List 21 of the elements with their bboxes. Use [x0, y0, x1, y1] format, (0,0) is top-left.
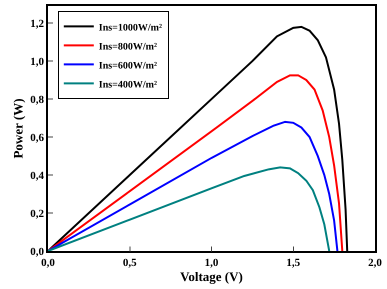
y-tick-label: 0,6: [30, 132, 45, 144]
x-tick-label: 0,0: [41, 256, 56, 269]
y-axis-title: Power (W): [10, 98, 26, 159]
y-tick-label: 1,2: [30, 18, 45, 30]
y-tick-label: 0,0: [30, 246, 45, 258]
x-tick-label: 1,5: [286, 256, 301, 269]
x-tick-label: 1,0: [204, 256, 219, 269]
line-series: [48, 120, 338, 251]
legend-label: Ins=1000W/m²: [98, 22, 162, 34]
y-tick-label: 0,4: [30, 170, 45, 182]
x-tick-label: 2,0: [368, 256, 382, 269]
y-tick-label: 1,0: [30, 56, 45, 68]
line-series: [48, 74, 344, 251]
y-tick-label: 0,8: [30, 94, 45, 106]
x-axis-title: Voltage (V): [180, 268, 243, 284]
legend-label: Ins=600W/m²: [98, 60, 157, 72]
y-tick-label: 0,2: [30, 208, 45, 220]
legend-label: Ins=400W/m²: [98, 79, 157, 90]
x-tick-label: 0,5: [122, 256, 138, 269]
line-series: [48, 166, 330, 251]
legend-label: Ins=800W/m²: [98, 41, 157, 52]
